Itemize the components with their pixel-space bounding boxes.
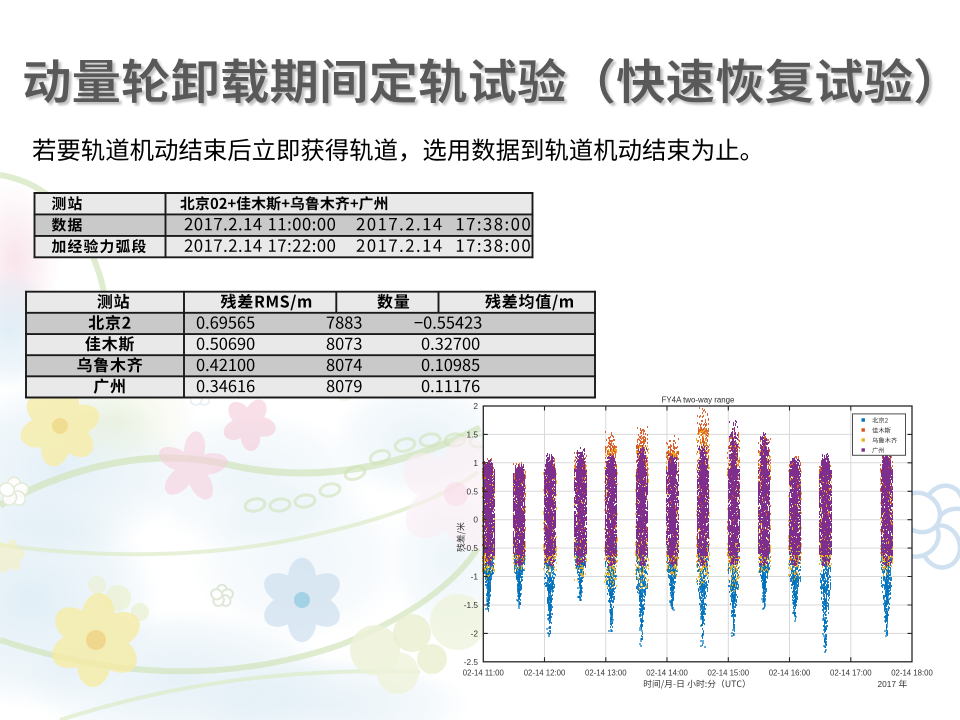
svg-text:0: 0	[473, 515, 478, 525]
svg-text:-2: -2	[471, 628, 479, 638]
svg-text:02-14 16:00: 02-14 16:00	[769, 669, 811, 678]
svg-text:-2.5: -2.5	[464, 657, 479, 667]
svg-text:-0.5: -0.5	[464, 543, 479, 553]
svg-text:-1.5: -1.5	[464, 600, 479, 610]
svg-text:FY4A two-way range: FY4A two-way range	[662, 396, 735, 405]
svg-text:1.5: 1.5	[466, 429, 478, 439]
svg-text:02-14 18:00: 02-14 18:00	[891, 669, 933, 678]
svg-text:02-14 17:00: 02-14 17:00	[830, 669, 872, 678]
svg-text:-1: -1	[471, 572, 479, 582]
svg-text:1: 1	[473, 458, 478, 468]
svg-text:02-14 14:00: 02-14 14:00	[646, 669, 688, 678]
svg-text:02-14 15:00: 02-14 15:00	[707, 669, 749, 678]
svg-text:0.5: 0.5	[466, 486, 478, 496]
svg-text:02-14 12:00: 02-14 12:00	[524, 669, 566, 678]
svg-text:02-14 11:00: 02-14 11:00	[463, 669, 505, 678]
svg-text:2017: 2017	[878, 679, 897, 689]
svg-text:2: 2	[473, 401, 478, 411]
svg-text:02-14 13:00: 02-14 13:00	[585, 669, 627, 678]
